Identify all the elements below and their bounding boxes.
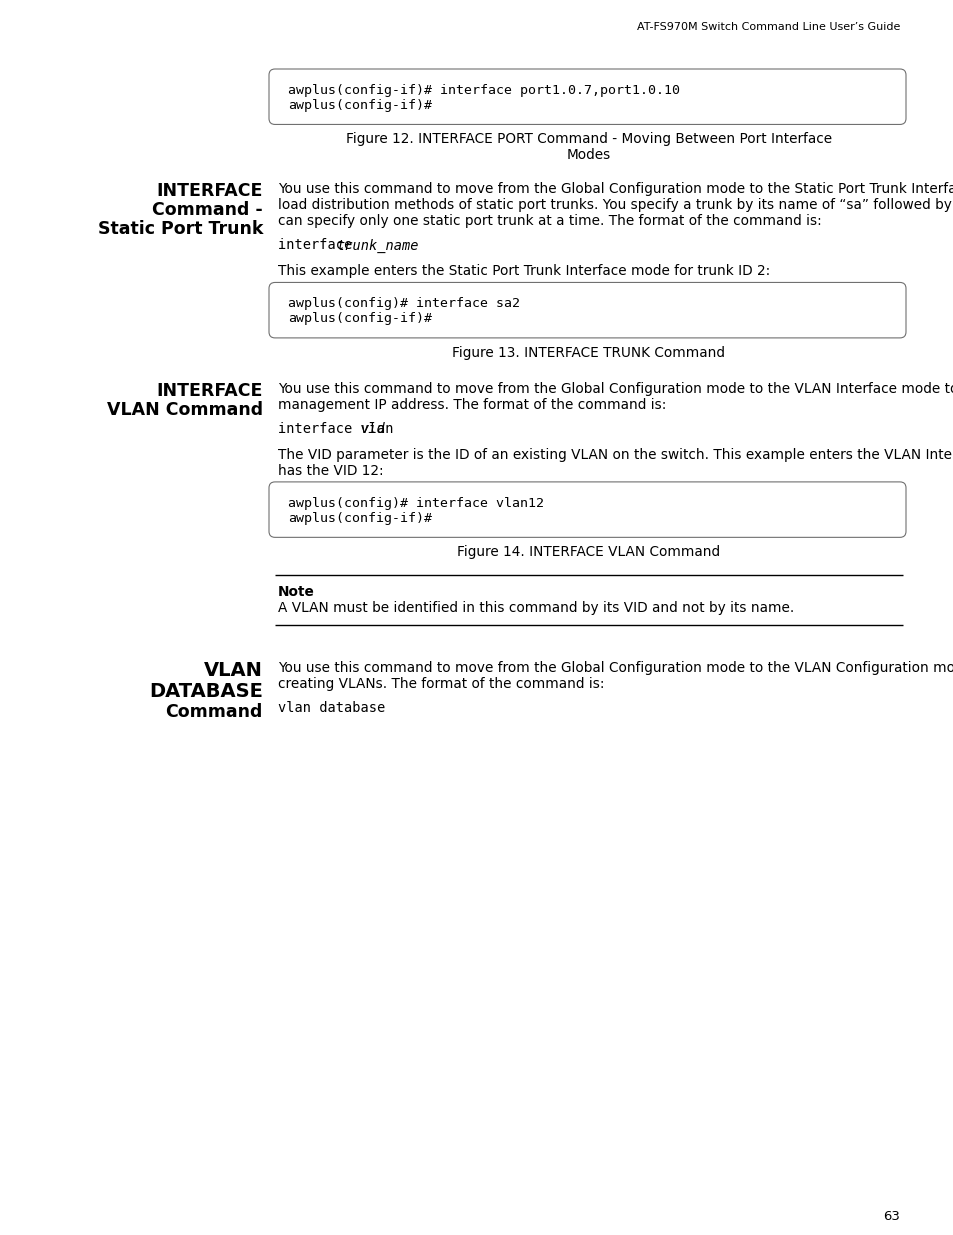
FancyBboxPatch shape (269, 283, 905, 338)
Text: VLAN Command: VLAN Command (107, 401, 263, 419)
Text: Figure 13. INTERFACE TRUNK Command: Figure 13. INTERFACE TRUNK Command (452, 346, 724, 359)
Text: trunk_name: trunk_name (336, 238, 419, 253)
Text: awplus(config-if)#: awplus(config-if)# (288, 511, 432, 525)
FancyBboxPatch shape (269, 482, 905, 537)
Text: A VLAN must be identified in this command by its VID and not by its name.: A VLAN must be identified in this comman… (277, 601, 794, 615)
Text: creating VLANs. The format of the command is:: creating VLANs. The format of the comman… (277, 677, 604, 692)
Text: Command -: Command - (152, 201, 263, 220)
Text: vid: vid (360, 422, 385, 436)
Text: awplus(config)# interface vlan12: awplus(config)# interface vlan12 (288, 496, 543, 510)
Text: You use this command to move from the Global Configuration mode to the VLAN Conf: You use this command to move from the Gl… (277, 662, 953, 676)
Text: Static Port Trunk: Static Port Trunk (97, 221, 263, 238)
Text: Note: Note (277, 585, 314, 599)
Text: has the VID 12:: has the VID 12: (277, 464, 383, 478)
Text: awplus(config-if)#: awplus(config-if)# (288, 99, 432, 111)
Text: Command: Command (166, 704, 263, 721)
Text: load distribution methods of static port trunks. You specify a trunk by its name: load distribution methods of static port… (277, 199, 953, 212)
Text: You use this command to move from the Global Configuration mode to the Static Po: You use this command to move from the Gl… (277, 183, 953, 196)
Text: vlan database: vlan database (277, 701, 385, 715)
Text: awplus(config-if)# interface port1.0.7,port1.0.10: awplus(config-if)# interface port1.0.7,p… (288, 84, 679, 98)
Text: interface vlan: interface vlan (277, 422, 393, 436)
Text: AT-FS970M Switch Command Line User’s Guide: AT-FS970M Switch Command Line User’s Gui… (636, 22, 899, 32)
Text: VLAN: VLAN (204, 662, 263, 680)
Text: Figure 14. INTERFACE VLAN Command: Figure 14. INTERFACE VLAN Command (456, 546, 720, 559)
Text: Modes: Modes (566, 148, 611, 163)
FancyBboxPatch shape (269, 69, 905, 125)
Text: awplus(config)# interface sa2: awplus(config)# interface sa2 (288, 298, 519, 310)
Text: INTERFACE: INTERFACE (156, 183, 263, 200)
Text: DATABASE: DATABASE (149, 683, 263, 701)
Text: The VID parameter is the ID of an existing VLAN on the switch. This example ente: The VID parameter is the ID of an existi… (277, 448, 953, 462)
Text: can specify only one static port trunk at a time. The format of the command is:: can specify only one static port trunk a… (277, 215, 821, 228)
Text: Figure 12. INTERFACE PORT Command - Moving Between Port Interface: Figure 12. INTERFACE PORT Command - Movi… (346, 132, 831, 147)
Text: INTERFACE: INTERFACE (156, 382, 263, 400)
Text: You use this command to move from the Global Configuration mode to the VLAN Inte: You use this command to move from the Gl… (277, 382, 953, 396)
Text: management IP address. The format of the command is:: management IP address. The format of the… (277, 398, 666, 412)
Text: 63: 63 (882, 1210, 899, 1223)
Text: interface: interface (277, 238, 360, 252)
Text: This example enters the Static Port Trunk Interface mode for trunk ID 2:: This example enters the Static Port Trun… (277, 264, 769, 278)
Text: awplus(config-if)#: awplus(config-if)# (288, 312, 432, 325)
